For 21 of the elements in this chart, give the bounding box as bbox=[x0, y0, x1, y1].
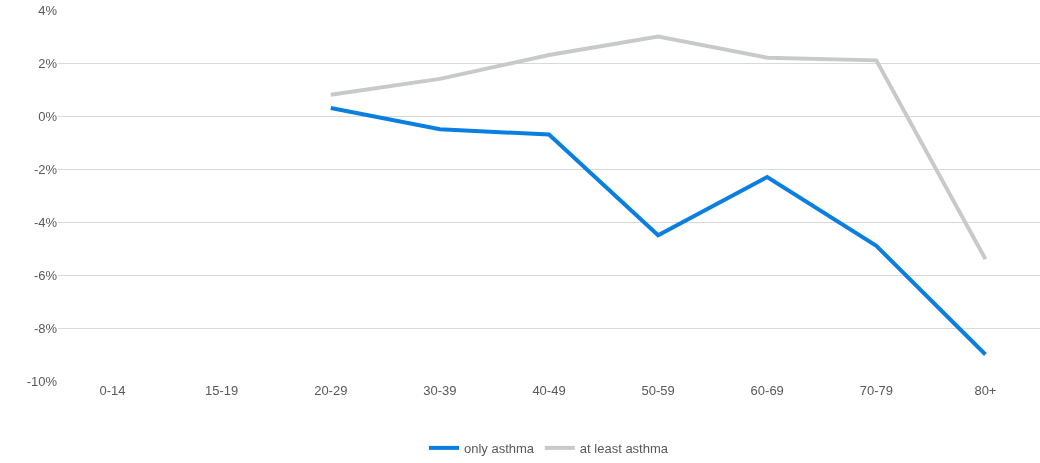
line-series bbox=[328, 34, 988, 262]
y-tick-label: 2% bbox=[38, 55, 58, 71]
x-tick-label: 80+ bbox=[974, 383, 997, 398]
y-tick-label: 4% bbox=[38, 2, 58, 18]
y-tick-label: -10% bbox=[26, 373, 58, 389]
y-tick-label: 0% bbox=[38, 108, 58, 124]
x-tick-label: 70-79 bbox=[859, 383, 893, 398]
x-tick-label: 20-29 bbox=[314, 383, 348, 398]
x-tick-label: 15-19 bbox=[205, 383, 239, 398]
x-tick-label: 30-39 bbox=[423, 383, 457, 398]
y-tick-label: -4% bbox=[33, 214, 58, 230]
x-tick-label: 40-49 bbox=[532, 383, 566, 398]
legend-label: only asthma bbox=[464, 440, 535, 456]
y-tick-label: -6% bbox=[33, 267, 58, 283]
line-series bbox=[328, 106, 988, 357]
x-tick-label: 50-59 bbox=[641, 383, 675, 398]
x-tick-label: 60-69 bbox=[750, 383, 784, 398]
y-tick-label: -2% bbox=[33, 161, 58, 177]
x-tick-label: 0-14 bbox=[99, 383, 126, 398]
legend-label: at least asthma bbox=[579, 440, 669, 456]
y-tick-label: -8% bbox=[33, 320, 58, 336]
